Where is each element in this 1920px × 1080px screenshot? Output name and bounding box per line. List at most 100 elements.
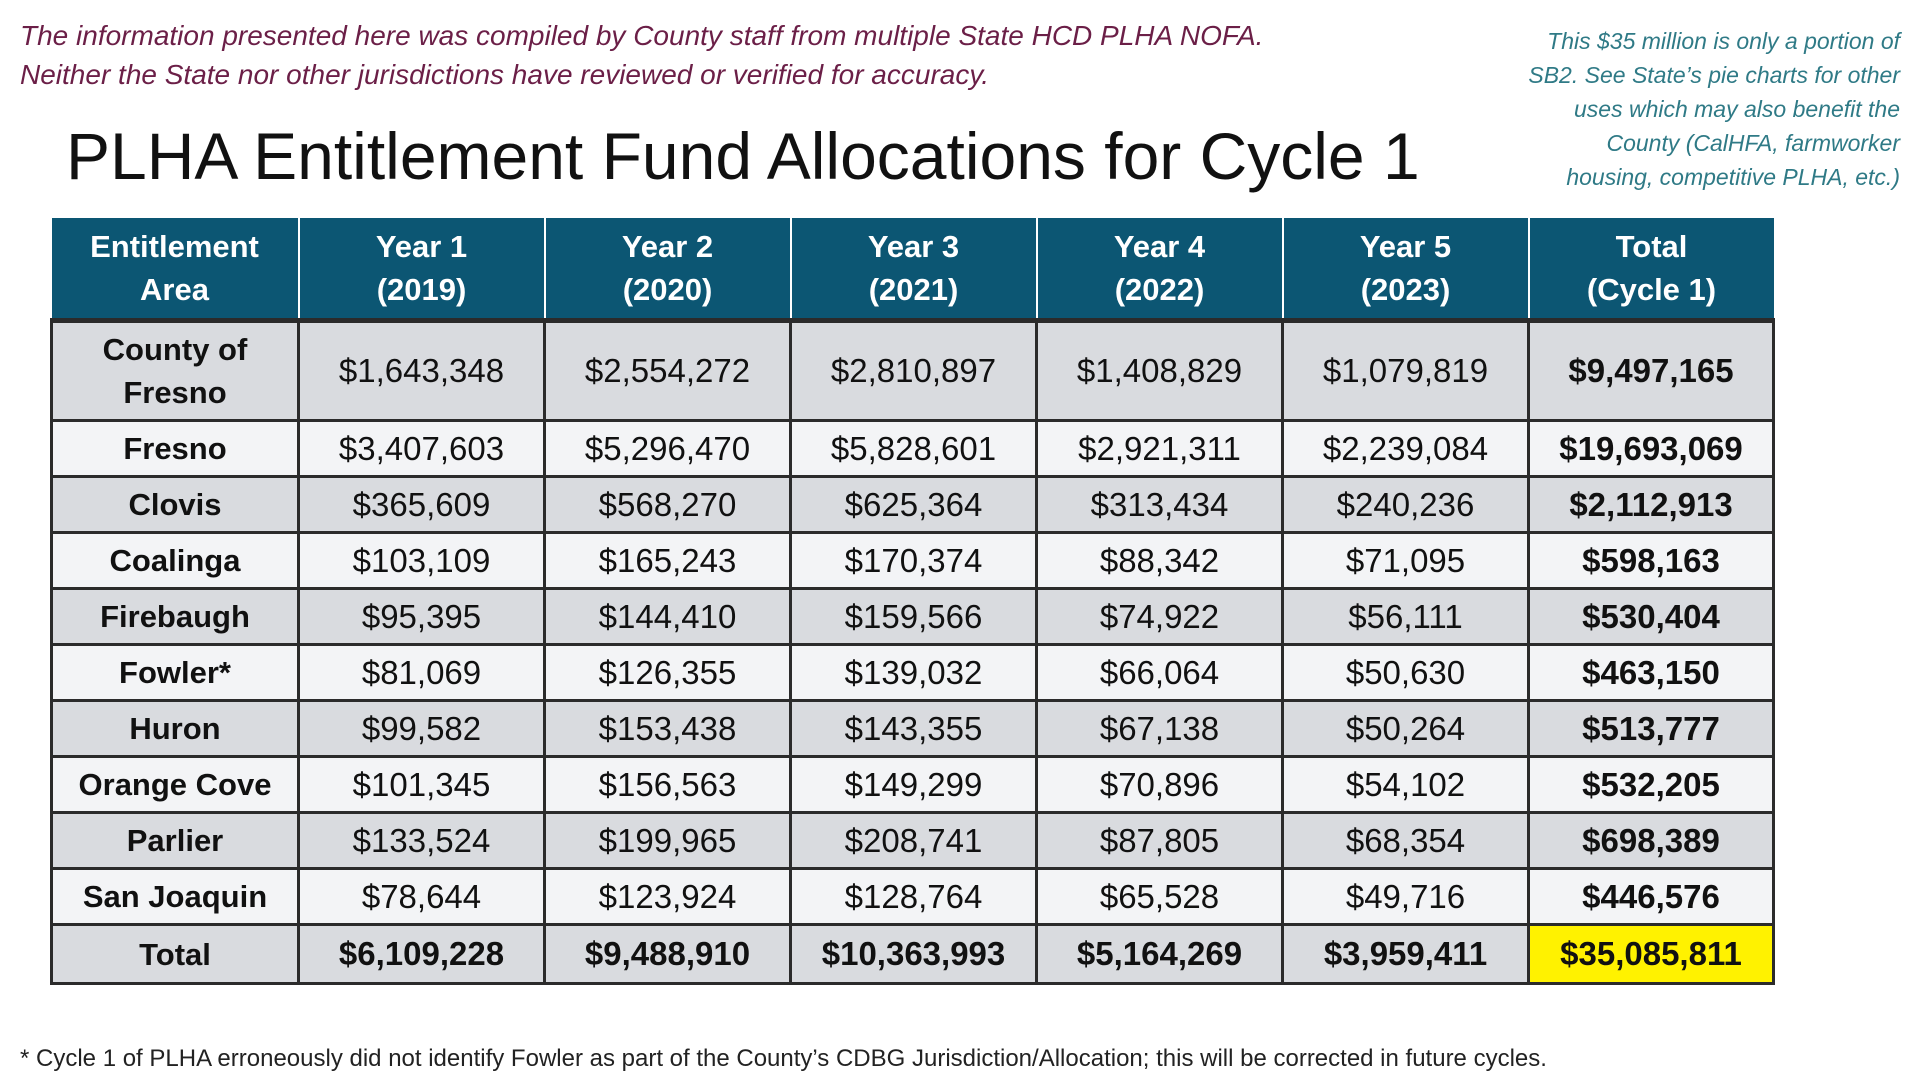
row-label: Parlier <box>50 811 300 870</box>
column-header-year-3: Year 3 (2021) <box>789 218 1038 322</box>
row-total-cell: $513,777 <box>1527 699 1775 758</box>
table-cell: $54,102 <box>1281 755 1530 814</box>
table-cell: $70,896 <box>1035 755 1284 814</box>
table-cell: $78,644 <box>297 867 546 926</box>
table-cell: $67,138 <box>1035 699 1284 758</box>
row-total-cell: $19,693,069 <box>1527 419 1775 478</box>
table-cell: $101,345 <box>297 755 546 814</box>
row-total-cell: $446,576 <box>1527 867 1775 926</box>
year-total-cell: $6,109,228 <box>297 923 546 985</box>
table-cell: $156,563 <box>543 755 792 814</box>
table-cell: $165,243 <box>543 531 792 590</box>
table-cell: $126,355 <box>543 643 792 702</box>
table-cell: $625,364 <box>789 475 1038 534</box>
table-cell: $3,407,603 <box>297 419 546 478</box>
table-cell: $99,582 <box>297 699 546 758</box>
side-note-line-5: housing, competitive PLHA, etc.) <box>1566 164 1900 190</box>
table-row: Clovis $365,609 $568,270 $625,364 $313,4… <box>50 475 1775 534</box>
year-total-cell: $10,363,993 <box>789 923 1038 985</box>
table-cell: $50,630 <box>1281 643 1530 702</box>
row-label: Coalinga <box>50 531 300 590</box>
column-header-area: Entitlement Area <box>51 218 300 322</box>
table-cell: $1,408,829 <box>1035 318 1284 422</box>
table-header-row: Entitlement Area Year 1 (2019) Year 2 (2… <box>51 218 1774 322</box>
column-header-year-4: Year 4 (2022) <box>1035 218 1284 322</box>
table-cell: $133,524 <box>297 811 546 870</box>
row-label: Clovis <box>50 475 300 534</box>
row-label: County of Fresno <box>50 318 300 422</box>
side-note-line-4: County (CalHFA, farmworker <box>1606 130 1900 156</box>
table-cell: $49,716 <box>1281 867 1530 926</box>
row-total-cell: $532,205 <box>1527 755 1775 814</box>
side-note-line-2: SB2. See State’s pie charts for other <box>1528 62 1900 88</box>
table-cell: $2,810,897 <box>789 318 1038 422</box>
table-row: Fowler* $81,069 $126,355 $139,032 $66,06… <box>50 643 1775 702</box>
table-cell: $143,355 <box>789 699 1038 758</box>
table-cell: $65,528 <box>1035 867 1284 926</box>
table-cell: $81,069 <box>297 643 546 702</box>
column-header-year-1: Year 1 (2019) <box>297 218 546 322</box>
side-note: This $35 million is only a portion of SB… <box>1440 24 1900 194</box>
table-cell: $1,643,348 <box>297 318 546 422</box>
row-label: Orange Cove <box>50 755 300 814</box>
disclaimer-note: The information presented here was compi… <box>20 16 1440 94</box>
column-header-year-5: Year 5 (2023) <box>1281 218 1530 322</box>
table-cell: $56,111 <box>1281 587 1530 646</box>
column-header-year-2: Year 2 (2020) <box>543 218 792 322</box>
row-total-cell: $598,163 <box>1527 531 1775 590</box>
year-total-cell: $3,959,411 <box>1281 923 1530 985</box>
side-note-line-3: uses which may also benefit the <box>1573 96 1900 122</box>
footnote: * Cycle 1 of PLHA erroneously did not id… <box>20 1045 1547 1072</box>
table-cell: $66,064 <box>1035 643 1284 702</box>
disclaimer-line-2: Neither the State nor other jurisdiction… <box>20 59 990 90</box>
table-row: Coalinga $103,109 $165,243 $170,374 $88,… <box>50 531 1775 590</box>
table-cell: $71,095 <box>1281 531 1530 590</box>
table-cell: $199,965 <box>543 811 792 870</box>
table-cell: $5,296,470 <box>543 419 792 478</box>
table-cell: $568,270 <box>543 475 792 534</box>
row-total-cell: $9,497,165 <box>1527 318 1775 422</box>
page-title: PLHA Entitlement Fund Allocations for Cy… <box>66 119 1420 193</box>
table-cell: $123,924 <box>543 867 792 926</box>
row-label: Firebaugh <box>50 587 300 646</box>
table-cell: $1,079,819 <box>1281 318 1530 422</box>
row-total-cell: $530,404 <box>1527 587 1775 646</box>
table-cell: $313,434 <box>1035 475 1284 534</box>
side-note-line-1: This $35 million is only a portion of <box>1547 28 1900 54</box>
table-row: San Joaquin $78,644 $123,924 $128,764 $6… <box>50 867 1775 926</box>
table-cell: $139,032 <box>789 643 1038 702</box>
table-row: Parlier $133,524 $199,965 $208,741 $87,8… <box>50 811 1775 870</box>
table-cell: $68,354 <box>1281 811 1530 870</box>
row-total-cell: $463,150 <box>1527 643 1775 702</box>
row-label: Huron <box>50 699 300 758</box>
table-cell: $144,410 <box>543 587 792 646</box>
grand-total-row: Total $6,109,228 $9,488,910 $10,363,993 … <box>50 923 1775 985</box>
table-cell: $2,921,311 <box>1035 419 1284 478</box>
table-cell: $153,438 <box>543 699 792 758</box>
table-cell: $159,566 <box>789 587 1038 646</box>
table-cell: $208,741 <box>789 811 1038 870</box>
table-cell: $365,609 <box>297 475 546 534</box>
disclaimer-line-1: The information presented here was compi… <box>20 20 1264 51</box>
table-cell: $103,109 <box>297 531 546 590</box>
table-cell: $170,374 <box>789 531 1038 590</box>
table-cell: $2,239,084 <box>1281 419 1530 478</box>
table-cell: $95,395 <box>297 587 546 646</box>
table-cell: $88,342 <box>1035 531 1284 590</box>
table-row: Orange Cove $101,345 $156,563 $149,299 $… <box>50 755 1775 814</box>
table-cell: $128,764 <box>789 867 1038 926</box>
table-cell: $50,264 <box>1281 699 1530 758</box>
table-cell: $87,805 <box>1035 811 1284 870</box>
table-row: Firebaugh $95,395 $144,410 $159,566 $74,… <box>50 587 1775 646</box>
table-cell: $74,922 <box>1035 587 1284 646</box>
row-label: Fresno <box>50 419 300 478</box>
table-row: Fresno $3,407,603 $5,296,470 $5,828,601 … <box>50 419 1775 478</box>
table-cell: $5,828,601 <box>789 419 1038 478</box>
allocation-table: Entitlement Area Year 1 (2019) Year 2 (2… <box>50 218 1775 985</box>
row-label: Fowler* <box>50 643 300 702</box>
year-total-cell: $5,164,269 <box>1035 923 1284 985</box>
table-row: County of Fresno $1,643,348 $2,554,272 $… <box>50 318 1775 422</box>
table-cell: $149,299 <box>789 755 1038 814</box>
grand-total-cell: $35,085,811 <box>1527 923 1775 985</box>
column-header-total: Total (Cycle 1) <box>1527 218 1774 322</box>
